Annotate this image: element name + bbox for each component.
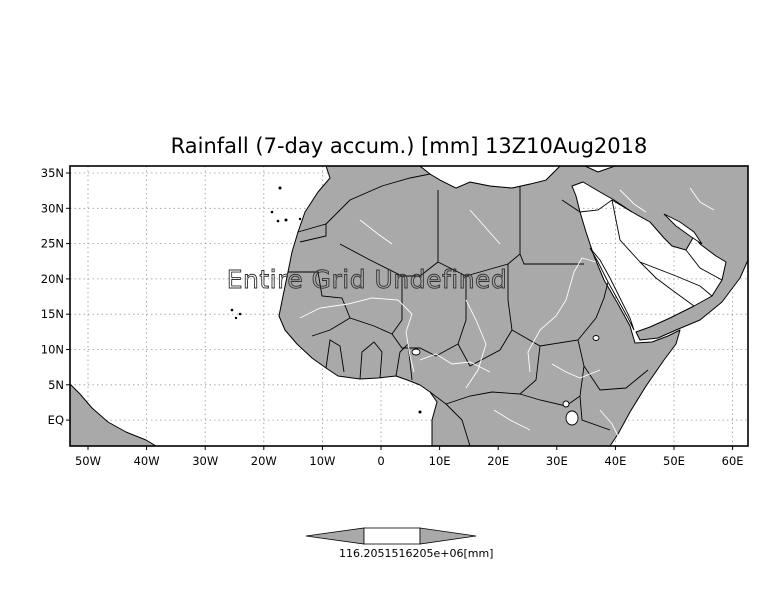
south-america-landmass — [70, 383, 157, 446]
colorbar-left-triangle — [305, 527, 365, 545]
map-content — [70, 166, 748, 446]
x-tick-label: 10W — [309, 454, 335, 468]
y-tick-label: 30N — [41, 201, 64, 215]
map-title: Rainfall (7-day accum.) [mm] 13Z10Aug201… — [171, 134, 648, 158]
x-tick-label: 50W — [75, 454, 101, 468]
atlantic-islands — [230, 186, 422, 414]
y-tick-label: 15N — [41, 307, 64, 321]
y-tick-label: 25N — [41, 237, 64, 251]
x-tick-label: 20E — [487, 454, 509, 468]
colorbar-label: 116.2051516205e+06[mm] — [339, 547, 493, 560]
x-tick-label: 50E — [663, 454, 685, 468]
y-tick-label: 10N — [41, 343, 64, 357]
colorbar-segment — [363, 527, 421, 545]
x-tick-label: 40W — [134, 454, 160, 468]
y-tick-label: 35N — [41, 166, 64, 180]
y-tick-label: 5N — [48, 378, 64, 392]
y-tick-label: EQ — [48, 413, 64, 427]
x-axis: 50W 40W 30W 20W 10W 0 10E 20E 30E 40E 50E 60E — [75, 446, 744, 468]
x-tick-label: 40E — [604, 454, 626, 468]
x-tick-label: 60E — [722, 454, 744, 468]
persian-gulf — [663, 213, 703, 245]
country-borders — [288, 173, 723, 446]
red-sea — [589, 247, 635, 331]
map-frame — [69, 165, 749, 447]
y-axis: 35N 30N 25N 20N 15N 10N 5N EQ — [41, 166, 70, 427]
rivers — [299, 187, 715, 441]
mediterranean-sea — [419, 166, 561, 189]
y-tick-label: 20N — [41, 272, 64, 286]
undefined-grid-message: Entire Grid Undefined — [227, 265, 508, 294]
x-tick-label: 10E — [429, 454, 451, 468]
colorbar-right-triangle — [419, 527, 477, 545]
colorbar: 116.2051516205e+06[mm] — [305, 527, 493, 560]
x-tick-label: 20W — [251, 454, 277, 468]
x-tick-label: 0 — [377, 454, 384, 468]
lakes — [411, 335, 600, 426]
x-tick-label: 30W — [192, 454, 218, 468]
x-tick-label: 30E — [546, 454, 568, 468]
